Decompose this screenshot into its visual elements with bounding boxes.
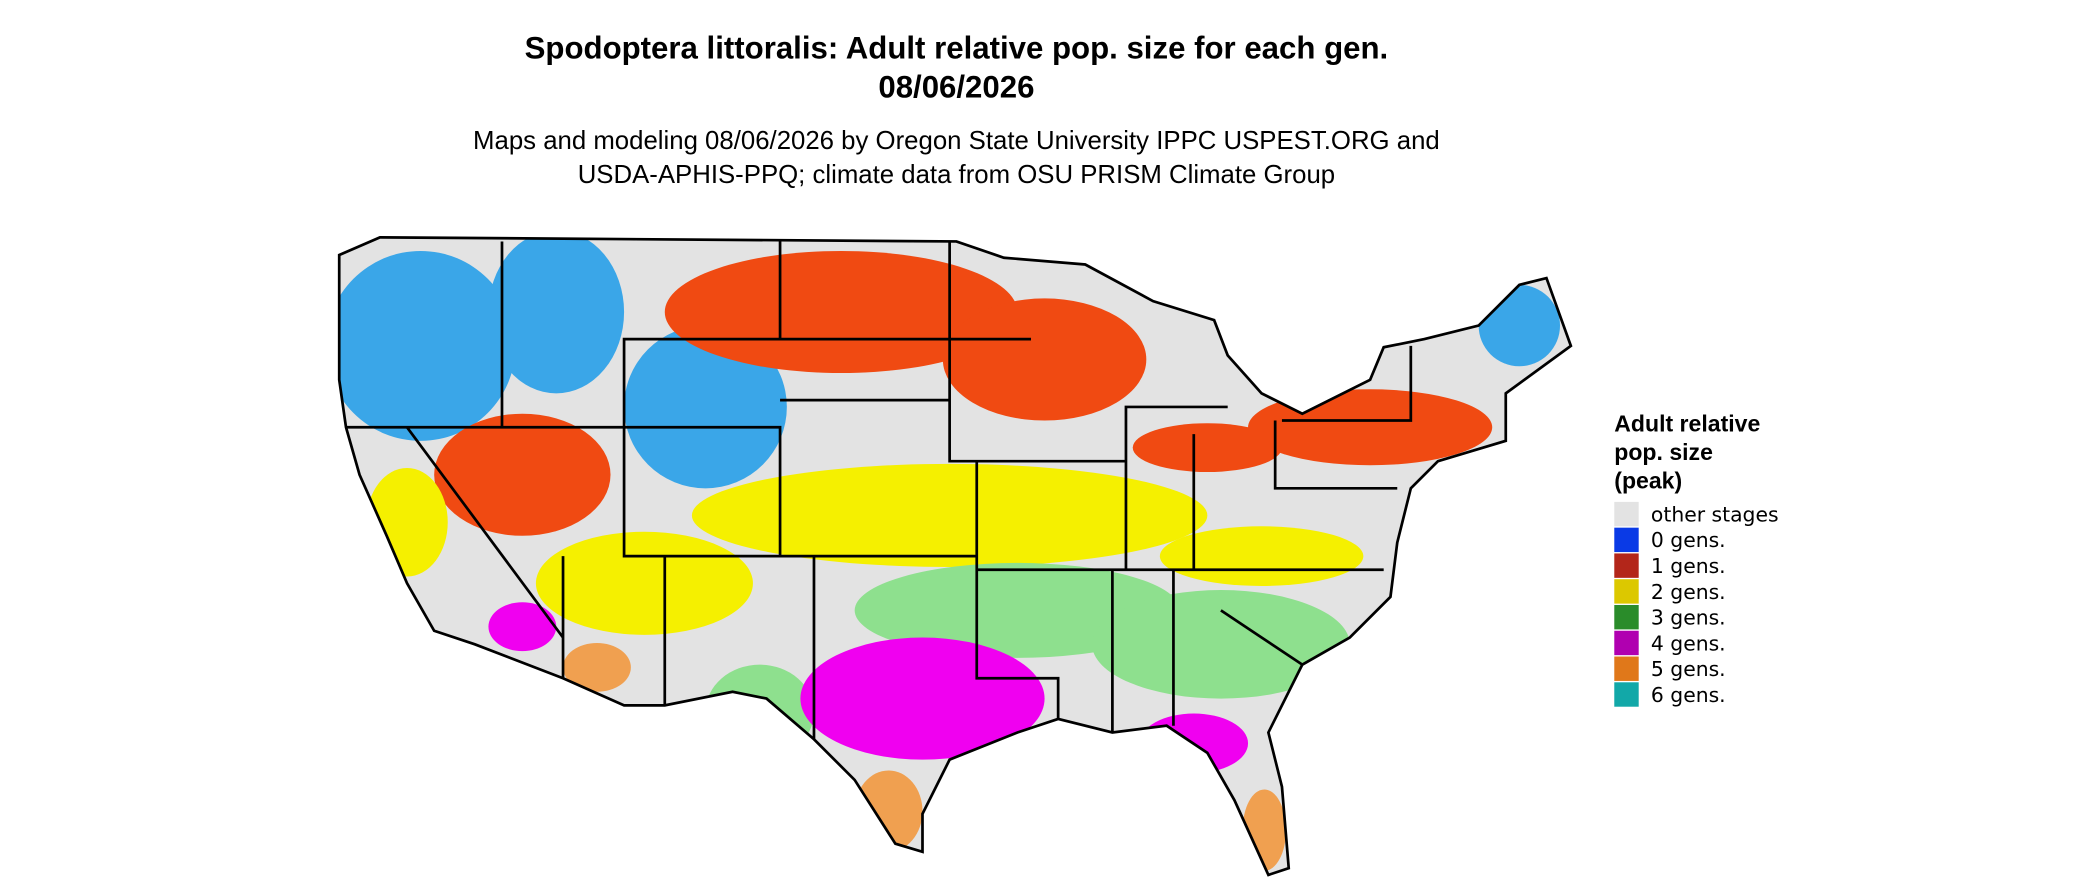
legend-label: 1 gens. <box>1651 554 1726 578</box>
region <box>488 237 625 394</box>
legend-swatch <box>1614 501 1639 527</box>
region <box>942 298 1147 421</box>
legend-swatch <box>1614 682 1639 707</box>
legend: Adult relative pop. size (peak) other st… <box>1614 410 1779 707</box>
legend-swatch <box>1614 553 1639 578</box>
region <box>535 531 753 635</box>
legend-label: 4 gens. <box>1651 631 1726 655</box>
region <box>705 664 814 760</box>
region <box>854 770 923 852</box>
region <box>800 637 1045 760</box>
region <box>563 642 631 692</box>
region <box>664 250 1018 374</box>
legend-label: 2 gens. <box>1651 580 1726 604</box>
region <box>366 467 448 577</box>
region <box>339 250 516 441</box>
region <box>1092 590 1350 699</box>
legend-label: 3 gens. <box>1651 606 1726 630</box>
legend-title: Adult relative <box>1614 410 1760 436</box>
state-borders <box>337 236 1573 877</box>
region <box>691 463 1208 567</box>
legend-swatch <box>1614 579 1639 604</box>
subtitle: Maps and modeling 08/06/2026 by Oregon S… <box>473 127 1440 155</box>
legend-swatch <box>1614 527 1639 553</box>
legend-label: other stages <box>1651 502 1779 526</box>
region <box>1478 284 1561 367</box>
legend-title: pop. size <box>1614 439 1713 465</box>
region <box>1248 389 1493 466</box>
region <box>434 413 611 536</box>
legend-label: 0 gens. <box>1651 528 1726 552</box>
legend-swatch <box>1614 656 1639 681</box>
legend-swatch <box>1614 630 1639 656</box>
region <box>624 325 787 489</box>
legend-swatch <box>1614 604 1639 630</box>
legend-label: 5 gens. <box>1651 657 1726 681</box>
region <box>488 602 557 652</box>
title: 08/06/2026 <box>878 70 1034 105</box>
legend-label: 6 gens. <box>1651 683 1726 707</box>
region <box>1159 526 1364 586</box>
title: Spodoptera littoralis: Adult relative po… <box>525 30 1389 65</box>
region <box>1132 423 1282 473</box>
subtitle: USDA-APHIS-PPQ; climate data from OSU PR… <box>578 161 1335 189</box>
legend-title: (peak) <box>1614 467 1682 493</box>
